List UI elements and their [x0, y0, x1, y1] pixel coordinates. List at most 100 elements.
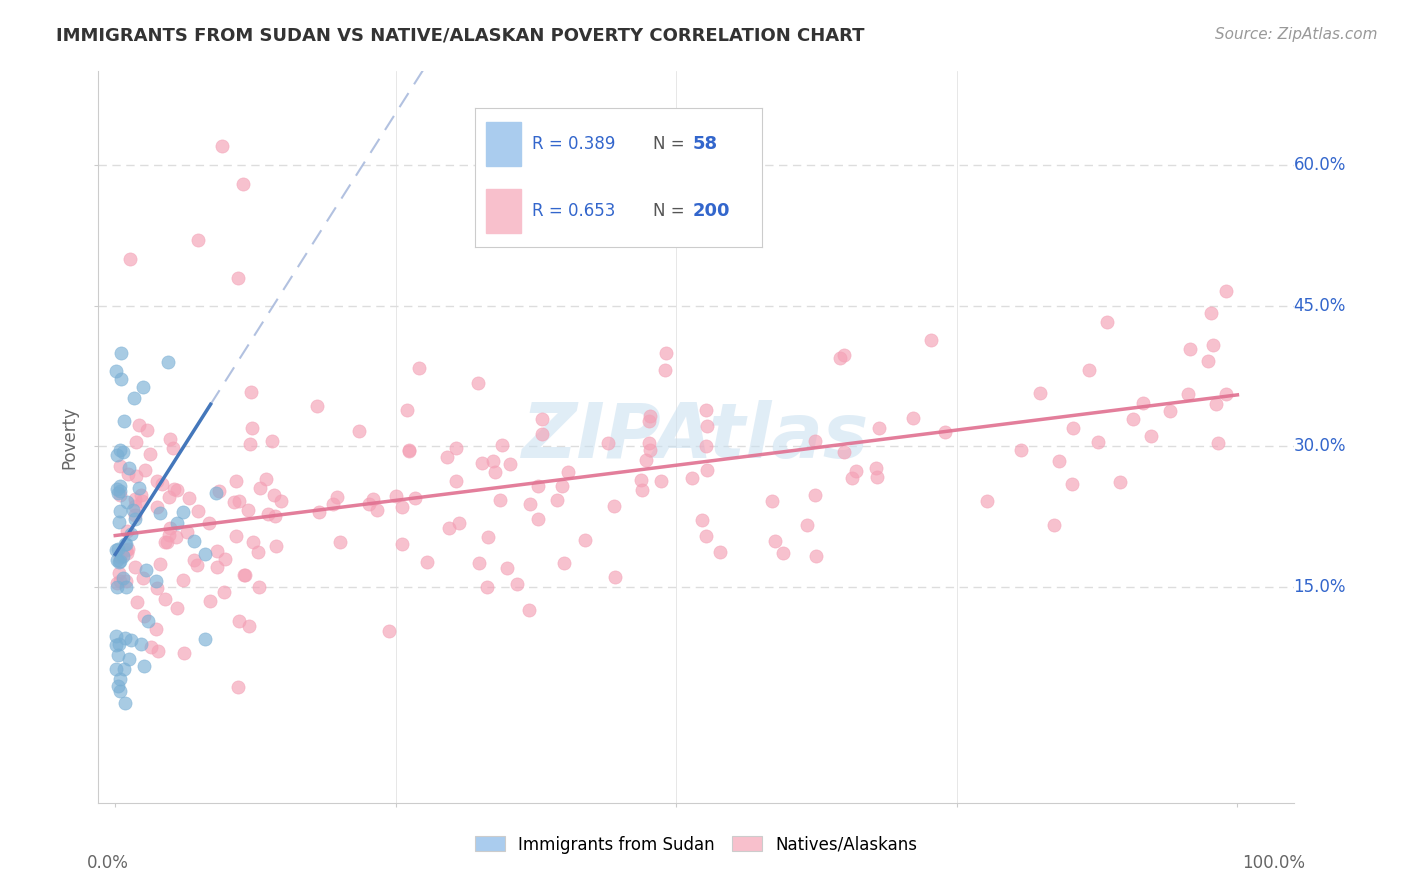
Point [976, 494, 998, 508]
Point [1215, 285, 1237, 299]
Point [176, 524, 198, 539]
Point [105, 543, 128, 558]
Point [247, 580, 270, 594]
Point [696, 463, 718, 477]
Point [903, 411, 925, 425]
Point [468, 557, 491, 571]
Point [262, 434, 284, 448]
Point [681, 471, 703, 485]
Point [115, 546, 138, 560]
Point [139, 640, 162, 654]
Point [638, 443, 661, 458]
Text: 0.0%: 0.0% [87, 854, 128, 872]
Point [110, 684, 132, 698]
Point [112, 662, 135, 676]
Point [1159, 404, 1181, 418]
Point [108, 503, 131, 517]
Point [145, 581, 167, 595]
Point [105, 580, 128, 594]
Point [1140, 428, 1163, 442]
Point [200, 593, 222, 607]
Point [527, 479, 550, 493]
Point [482, 454, 505, 468]
Point [329, 535, 352, 549]
Point [129, 488, 152, 502]
Point [197, 516, 219, 530]
Point [471, 456, 494, 470]
Point [690, 513, 713, 527]
Point [1043, 518, 1066, 533]
Point [108, 483, 131, 498]
Point [157, 491, 180, 505]
Point [105, 448, 128, 462]
Point [696, 419, 718, 434]
Text: ZIPAtlas: ZIPAtlas [522, 401, 870, 474]
Point [546, 493, 568, 508]
Point [322, 496, 344, 510]
Point [557, 465, 579, 479]
Point [165, 530, 187, 544]
Point [118, 652, 141, 666]
Point [131, 493, 153, 508]
Point [115, 495, 138, 509]
Point [153, 535, 176, 549]
Point [186, 233, 208, 247]
Point [828, 351, 851, 366]
Point [166, 600, 188, 615]
Point [254, 472, 277, 486]
Point [467, 376, 489, 390]
Point [128, 481, 150, 495]
Point [1109, 475, 1132, 490]
Point [1122, 412, 1144, 426]
Point [1178, 343, 1201, 357]
Point [638, 409, 661, 423]
Point [477, 580, 499, 594]
Point [120, 252, 142, 266]
Point [709, 545, 731, 559]
Point [489, 493, 512, 508]
Text: 100.0%: 100.0% [1243, 854, 1306, 872]
Point [695, 403, 717, 417]
Point [114, 631, 136, 645]
Point [129, 637, 152, 651]
Point [630, 483, 652, 498]
Point [211, 139, 233, 153]
Point [135, 563, 157, 577]
Point [266, 540, 288, 554]
Point [187, 503, 209, 517]
Point [772, 546, 794, 560]
Point [238, 503, 260, 517]
Point [159, 432, 181, 446]
Point [117, 467, 139, 481]
Point [391, 500, 413, 515]
Point [695, 529, 717, 543]
Point [157, 528, 180, 542]
Point [1062, 477, 1084, 491]
Point [205, 543, 228, 558]
Text: IMMIGRANTS FROM SUDAN VS NATIVE/ALASKAN POVERTY CORRELATION CHART: IMMIGRANTS FROM SUDAN VS NATIVE/ALASKAN … [56, 27, 865, 45]
Point [264, 509, 287, 524]
Point [1029, 386, 1052, 401]
Point [934, 425, 956, 439]
Point [637, 435, 659, 450]
Point [498, 458, 520, 472]
Point [110, 554, 132, 568]
Point [105, 639, 128, 653]
Point [115, 524, 138, 539]
Point [162, 441, 184, 455]
Point [238, 437, 260, 451]
Point [124, 512, 146, 526]
Point [530, 426, 553, 441]
Point [233, 567, 256, 582]
Point [866, 470, 889, 484]
Point [145, 574, 167, 588]
Point [118, 460, 141, 475]
Point [124, 500, 146, 514]
Point [1197, 353, 1219, 368]
Point [228, 493, 250, 508]
Point [115, 537, 138, 551]
Point [1087, 435, 1109, 450]
Point [179, 491, 201, 506]
Point [404, 491, 426, 506]
Point [650, 475, 672, 489]
